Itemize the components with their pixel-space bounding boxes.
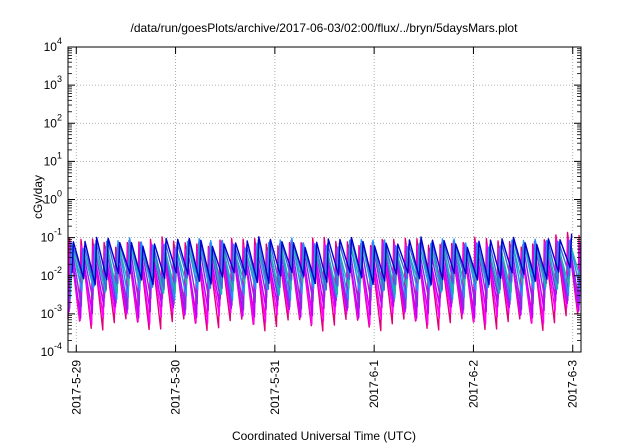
y-tick-exponent: -4 xyxy=(54,341,62,351)
series-group xyxy=(67,231,582,332)
y-tick-exponent: 2 xyxy=(57,112,62,122)
x-tick-label: 2017-6-2 xyxy=(466,360,480,408)
chart-title: /data/run/goesPlots/archive/2017-06-03/0… xyxy=(131,21,519,35)
y-tick-exponent: 1 xyxy=(57,150,62,160)
y-tick-exponent: -1 xyxy=(54,227,62,237)
y-tick-label: 101 xyxy=(44,150,62,168)
y-tick-label: 104 xyxy=(44,36,62,54)
y-tick-exponent: 0 xyxy=(57,189,62,199)
y-tick-exponent: 4 xyxy=(57,36,62,46)
y-tick-exponent: 3 xyxy=(57,74,62,84)
x-tick-label: 2017-6-3 xyxy=(566,360,580,408)
y-tick-label: 10-1 xyxy=(41,227,62,245)
x-tick-label: 2017-6-1 xyxy=(367,360,381,408)
y-axis-label: cGy/day xyxy=(31,175,45,219)
y-tick-label: 103 xyxy=(44,74,62,92)
y-tick-label: 100 xyxy=(44,189,62,207)
series-line xyxy=(71,233,573,286)
y-tick-exponent: -2 xyxy=(54,265,62,275)
x-tick-labels: 2017-5-29 2017-5-30 2017-5-31 2017-6-1 2017-… xyxy=(69,47,580,415)
y-tick-label: 102 xyxy=(44,112,62,130)
y-tick-label: 10-4 xyxy=(41,341,62,359)
y-tick-label: 10-3 xyxy=(41,303,62,321)
x-tick-label: 2017-5-30 xyxy=(169,360,183,415)
y-tick-label: 10-2 xyxy=(41,265,62,283)
x-tick-label: 2017-5-29 xyxy=(69,360,83,415)
x-tick-label: 2017-5-31 xyxy=(268,360,282,415)
x-axis-label: Coordinated Universal Time (UTC) xyxy=(232,429,416,443)
y-tick-exponent: -3 xyxy=(54,303,62,313)
